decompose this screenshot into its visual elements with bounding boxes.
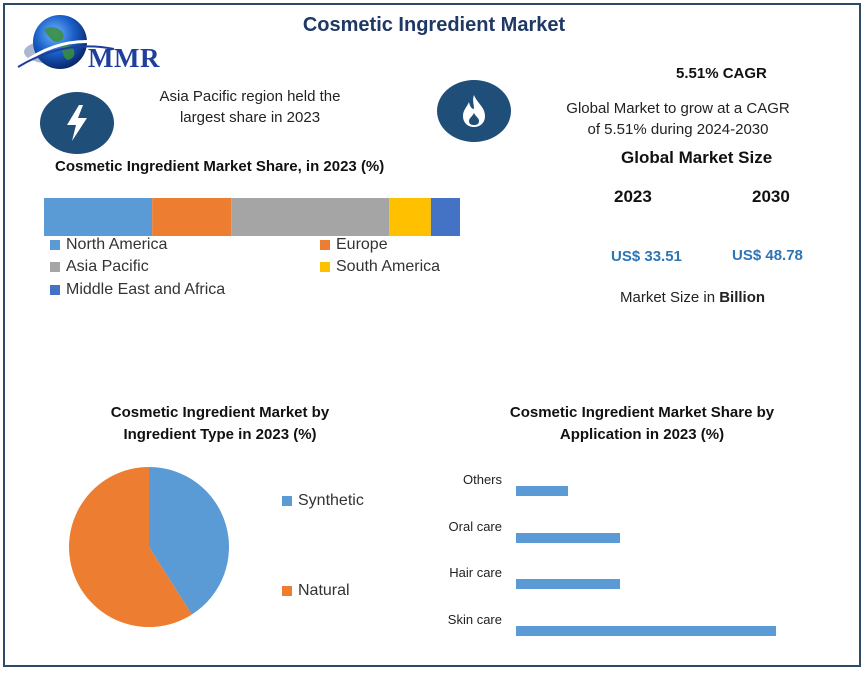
cagr-description: Global Market to grow at a CAGR of 5.51%… [548, 98, 808, 140]
pie-title-line1: Cosmetic Ingredient Market by [110, 404, 330, 421]
region-text-line2: largest share in 2023 [179, 109, 321, 126]
category-label-oral-care: Oral care [448, 518, 502, 534]
bar-others [516, 486, 568, 496]
bar-hair-care [516, 579, 620, 589]
legend-south-america: South America [320, 258, 440, 276]
flame-circle [437, 80, 511, 142]
region-highlight: Asia Pacific region held the largest sha… [140, 86, 360, 128]
legend-synthetic: Synthetic [282, 492, 364, 510]
regional-share-title: Cosmetic Ingredient Market Share, in 202… [55, 158, 385, 175]
bar-skin-care [516, 625, 776, 636]
stacked-segment-south-america [389, 198, 431, 236]
legend-europe: Europe [320, 236, 388, 254]
market-size-unit: Market Size in Billion [620, 289, 765, 306]
pie-title-line2: Ingredient Type in 2023 (%) [123, 426, 317, 443]
cagr-title: 5.51% CAGR [676, 65, 767, 82]
stacked-segment-asia-pacific [231, 198, 390, 236]
legend-swatch [50, 262, 60, 272]
lightning-circle [40, 92, 114, 154]
ingredient-type-title: Cosmetic Ingredient Market by Ingredient… [70, 402, 370, 446]
category-label-skin-care: Skin care [447, 611, 502, 627]
lightning-icon [67, 105, 87, 141]
unit-prefix: Market Size in [620, 289, 720, 306]
bar-oral-care [516, 532, 620, 543]
stacked-segment-middle-east-and-africa [430, 198, 460, 236]
app-title-line2: Application in 2023 (%) [559, 426, 725, 443]
legend-natural: Natural [282, 582, 350, 600]
flame-icon [463, 95, 485, 127]
cagr-text-line2: of 5.51% during 2024-2030 [587, 121, 769, 138]
legend-swatch [50, 285, 60, 295]
stacked-segment-europe [152, 198, 232, 236]
legend-label: Natural [298, 582, 350, 599]
category-label-hair-care: Hair care [449, 565, 502, 580]
legend-swatch [282, 496, 292, 506]
legend-label: Europe [336, 236, 388, 253]
ingredient-pie-chart [68, 467, 229, 627]
legend-label: North America [66, 236, 168, 253]
legend-swatch [282, 586, 292, 596]
mmr-logo [14, 12, 184, 77]
application-bar-chart: Others Oral care Hair care Skin care [412, 468, 812, 648]
app-title-line1: Cosmetic Ingredient Market Share by [509, 404, 775, 421]
region-text-line1: Asia Pacific region held the [159, 88, 341, 105]
pie-slice-synthetic [149, 467, 229, 615]
legend-swatch [320, 240, 330, 250]
page-title: Cosmetic Ingredient Market [302, 14, 566, 36]
year-2030: 2030 [752, 187, 790, 206]
year-2023: 2023 [614, 187, 652, 206]
market-size-title: Global Market Size [621, 148, 773, 167]
legend-swatch [50, 240, 60, 250]
legend-label: Asia Pacific [66, 258, 149, 275]
legend-label: South America [336, 258, 441, 275]
market-size-2030: US$ 48.78 [732, 247, 803, 264]
legend-asia-pacific: Asia Pacific [50, 258, 149, 276]
legend-middle-east-africa: Middle East and Africa [50, 281, 225, 299]
pie-slice-natural [68, 467, 192, 627]
regional-legend: North America Europe Asia Pacific South … [50, 236, 470, 306]
infographic-frame [3, 3, 861, 667]
regional-stacked-bar [44, 198, 460, 236]
unit-bold: Billion [719, 289, 766, 306]
stacked-segment-north-america [44, 198, 153, 236]
cagr-text-line1: Global Market to grow at a CAGR [566, 100, 790, 117]
market-size-2023: US$ 33.51 [611, 248, 682, 265]
legend-swatch [320, 262, 330, 272]
legend-label: Synthetic [298, 492, 364, 509]
globe-icon [17, 15, 115, 69]
logo-text: MMR [88, 43, 160, 73]
application-share-title: Cosmetic Ingredient Market Share by Appl… [492, 402, 792, 446]
legend-north-america: North America [50, 236, 167, 254]
legend-label: Middle East and Africa [66, 281, 226, 298]
category-label-others: Others [462, 472, 502, 487]
